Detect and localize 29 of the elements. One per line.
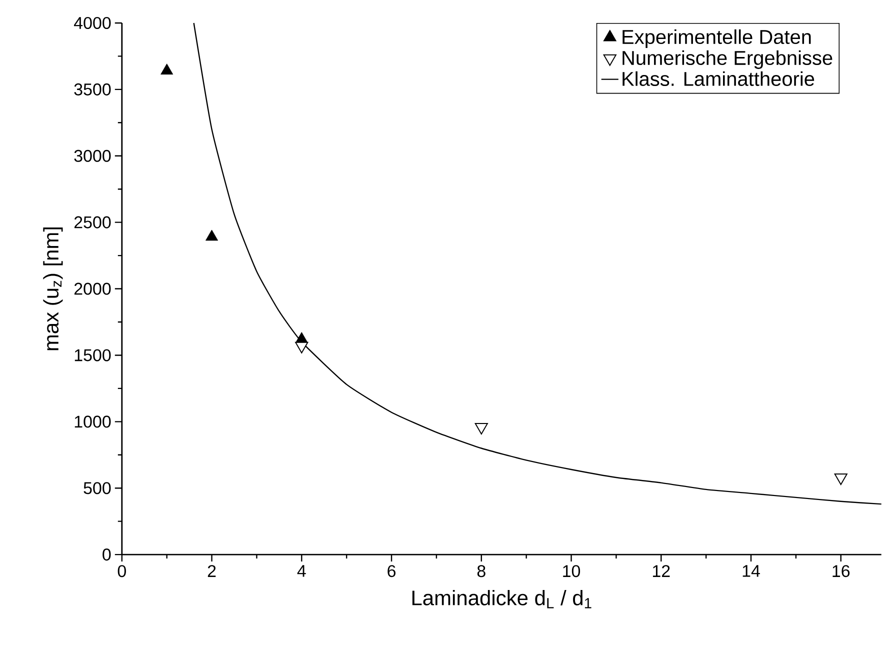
y-tick-label: 3500 xyxy=(74,83,111,96)
x-tick-label: 12 xyxy=(652,564,670,577)
point xyxy=(295,342,308,354)
y-axis-title: max (u$_{z}$) [nm] xyxy=(43,227,63,350)
point xyxy=(834,473,848,485)
y-tick-label: 500 xyxy=(84,482,111,494)
point xyxy=(160,63,174,74)
x-tick-label: 10 xyxy=(563,564,580,577)
x-axis-title: Laminadicke d$_{L}$ / d$_{1}$ xyxy=(412,590,592,608)
point xyxy=(206,230,218,240)
x-tick-label: 4 xyxy=(297,564,306,577)
x-tick-label: 0 xyxy=(118,564,126,577)
y-tick-label: 3000 xyxy=(74,150,111,162)
legend-label: Experimentelle Daten xyxy=(622,29,811,48)
x-tick-label: 6 xyxy=(388,564,396,577)
y-tick-label: 1000 xyxy=(74,415,111,428)
line-series xyxy=(193,22,882,504)
x-tick-label: 16 xyxy=(832,564,850,577)
y-tick-label: 2000 xyxy=(74,282,111,295)
legend-label: Klass. Laminattheorie xyxy=(622,71,814,86)
y-tick-label: 2500 xyxy=(74,216,111,228)
x-tick-label: 14 xyxy=(742,564,760,577)
y-tick-label: 4000 xyxy=(74,16,111,29)
legend-label: Numerische Ergebnisse xyxy=(622,50,832,69)
y-tick-label: 1500 xyxy=(74,348,111,361)
point xyxy=(474,422,488,434)
x-tick-label: 2 xyxy=(208,564,216,577)
x-tick-label: 8 xyxy=(477,564,486,577)
y-tick-label: 0 xyxy=(102,548,111,560)
